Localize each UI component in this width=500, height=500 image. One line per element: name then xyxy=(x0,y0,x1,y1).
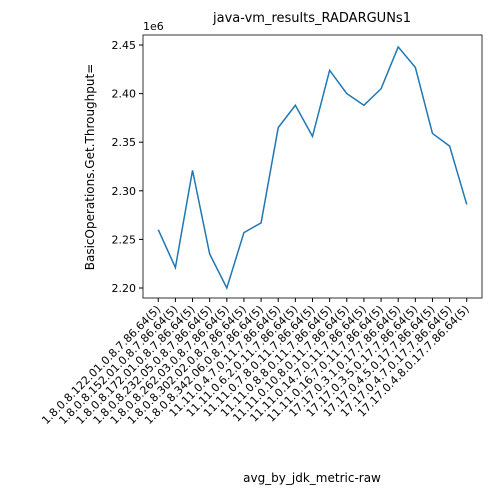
chart-title: java-vm_results_RADARGUNs1 xyxy=(212,11,411,26)
y-tick-label: 2.20 xyxy=(112,282,137,295)
line xyxy=(157,45,468,290)
y-tick-label: 2.30 xyxy=(112,185,137,198)
plot-frame xyxy=(142,34,483,299)
y-offset-label: 1e6 xyxy=(143,20,164,33)
y-tick-label: 2.25 xyxy=(112,233,137,246)
y-axis-label: BasicOperations.Get.Throughput= xyxy=(83,64,97,271)
y-tick-label: 2.35 xyxy=(112,136,137,149)
y-tick-label: 2.40 xyxy=(112,88,137,101)
x-axis-label: avg_by_jdk_metric-raw xyxy=(243,471,381,485)
y-tick-label: 2.45 xyxy=(112,39,137,52)
